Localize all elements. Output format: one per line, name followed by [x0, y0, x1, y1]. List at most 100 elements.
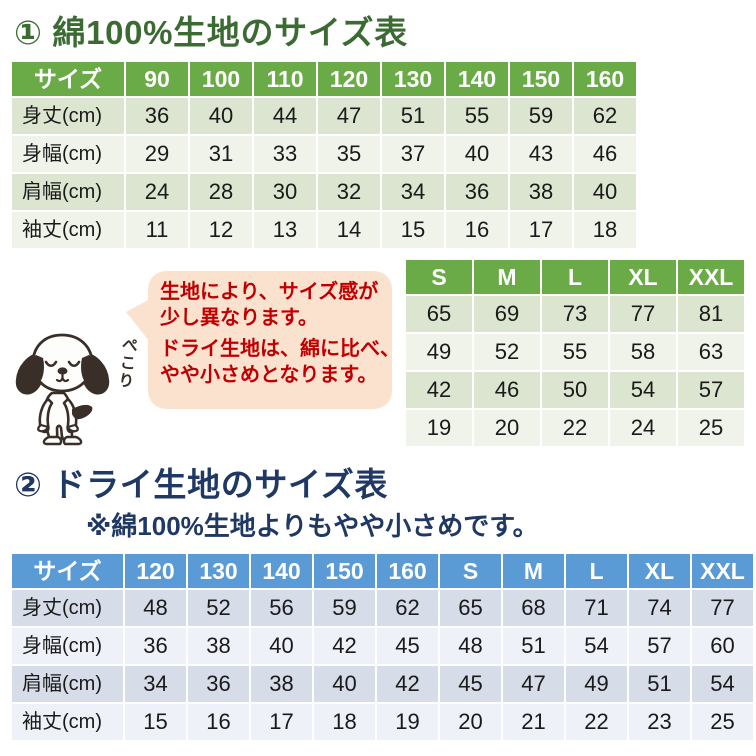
- column-header-xxl: XXL: [692, 554, 753, 588]
- table-cell: 71: [566, 590, 627, 626]
- table-cell: 37: [382, 136, 444, 172]
- table-cell: 74: [629, 590, 690, 626]
- table-cell: 36: [125, 628, 186, 664]
- column-header-100: 100: [190, 62, 252, 96]
- table-cell: 36: [446, 174, 508, 210]
- cotton-kids-size-table: サイズ 90 100 110 120 130 140 150 160 身丈(cm…: [10, 60, 638, 250]
- cotton-adult-tbody: 65 69 73 77 81 49 52 55 58 63 42 46 50 5…: [406, 296, 744, 446]
- table-cell: 46: [474, 372, 540, 408]
- table-cell: 51: [503, 628, 564, 664]
- table-cell: 21: [503, 704, 564, 740]
- table-cell: 11: [126, 212, 188, 248]
- cotton-kids-thead: サイズ 90 100 110 120 130 140 150 160: [12, 62, 636, 96]
- table-header-row: サイズ 90 100 110 120 130 140 150 160: [12, 62, 636, 96]
- table-row: 身幅(cm) 29 31 33 35 37 40 43 46: [12, 136, 636, 172]
- table-cell: 16: [188, 704, 249, 740]
- table-cell: 69: [474, 296, 540, 332]
- table-row: 65 69 73 77 81: [406, 296, 744, 332]
- table-cell: 36: [188, 666, 249, 702]
- dry-tbody: 身丈(cm) 48 52 56 59 62 65 68 71 74 77 身幅(…: [12, 590, 753, 740]
- column-header-150: 150: [510, 62, 572, 96]
- bubble-line-4: やや小さめとなります。: [160, 363, 378, 386]
- table-cell: 42: [406, 372, 472, 408]
- table-cell: 63: [678, 334, 744, 370]
- column-header-130: 130: [382, 62, 444, 96]
- section-two-subheading: ※綿100%生地よりもやや小さめです。: [86, 511, 539, 541]
- table-cell: 24: [610, 410, 676, 446]
- table-row: 身丈(cm) 36 40 44 47 51 55 59 62: [12, 98, 636, 134]
- row-label: 袖丈(cm): [12, 704, 123, 740]
- table-cell: 18: [314, 704, 375, 740]
- table-cell: 25: [692, 704, 753, 740]
- table-cell: 54: [566, 628, 627, 664]
- row-label: 袖丈(cm): [12, 212, 124, 248]
- row-label: 肩幅(cm): [12, 666, 123, 702]
- table-header-row: S M L XL XXL: [406, 260, 744, 294]
- table-cell: 19: [377, 704, 438, 740]
- column-header-size: サイズ: [12, 554, 123, 588]
- table-cell: 32: [318, 174, 380, 210]
- table-cell: 24: [126, 174, 188, 210]
- table-cell: 40: [190, 98, 252, 134]
- table-row: 肩幅(cm) 34 36 38 40 42 45 47 49 51 54: [12, 666, 753, 702]
- column-header-l: L: [542, 260, 608, 294]
- table-cell: 38: [251, 666, 312, 702]
- column-header-120: 120: [125, 554, 186, 588]
- row-label: 肩幅(cm): [12, 174, 124, 210]
- table-cell: 34: [382, 174, 444, 210]
- column-header-150: 150: [314, 554, 375, 588]
- table-cell: 62: [574, 98, 636, 134]
- column-header-xl: XL: [629, 554, 690, 588]
- table-cell: 38: [188, 628, 249, 664]
- table-cell: 40: [446, 136, 508, 172]
- cotton-adult-size-table: S M L XL XXL 65 69 73 77 81 49 52 55 58 …: [404, 258, 746, 448]
- table-cell: 35: [318, 136, 380, 172]
- table-cell: 40: [251, 628, 312, 664]
- table-cell: 52: [474, 334, 540, 370]
- column-header-s: S: [440, 554, 501, 588]
- table-cell: 31: [190, 136, 252, 172]
- table-cell: 19: [406, 410, 472, 446]
- dry-thead: サイズ 120 130 140 150 160 S M L XL XXL: [12, 554, 753, 588]
- table-cell: 33: [254, 136, 316, 172]
- table-row: 袖丈(cm) 11 12 13 14 15 16 17 18: [12, 212, 636, 248]
- table-cell: 49: [406, 334, 472, 370]
- row-label: 身丈(cm): [12, 98, 124, 134]
- speech-bubble-tail: [126, 299, 150, 342]
- table-cell: 34: [125, 666, 186, 702]
- column-header-140: 140: [446, 62, 508, 96]
- table-cell: 40: [574, 174, 636, 210]
- table-cell: 15: [125, 704, 186, 740]
- column-header-size: サイズ: [12, 62, 124, 96]
- table-cell: 12: [190, 212, 252, 248]
- table-cell: 46: [574, 136, 636, 172]
- table-cell: 25: [678, 410, 744, 446]
- table-cell: 52: [188, 590, 249, 626]
- table-cell: 77: [610, 296, 676, 332]
- table-cell: 40: [314, 666, 375, 702]
- bubble-line-3: ドライ生地は、綿に比べ、: [160, 338, 400, 361]
- table-cell: 45: [377, 628, 438, 664]
- table-cell: 54: [610, 372, 676, 408]
- table-cell: 48: [125, 590, 186, 626]
- bowing-dog-icon: [8, 325, 128, 447]
- table-cell: 22: [542, 410, 608, 446]
- table-cell: 28: [190, 174, 252, 210]
- table-cell: 17: [510, 212, 572, 248]
- table-cell: 51: [629, 666, 690, 702]
- cotton-kids-tbody: 身丈(cm) 36 40 44 47 51 55 59 62 身幅(cm) 29…: [12, 98, 636, 248]
- table-cell: 48: [440, 628, 501, 664]
- column-header-130: 130: [188, 554, 249, 588]
- table-row: 42 46 50 54 57: [406, 372, 744, 408]
- table-cell: 18: [574, 212, 636, 248]
- table-cell: 14: [318, 212, 380, 248]
- table-cell: 59: [510, 98, 572, 134]
- table-cell: 36: [126, 98, 188, 134]
- table-cell: 17: [251, 704, 312, 740]
- table-cell: 47: [503, 666, 564, 702]
- table-row: 肩幅(cm) 24 28 30 32 34 36 38 40: [12, 174, 636, 210]
- table-cell: 65: [406, 296, 472, 332]
- table-cell: 50: [542, 372, 608, 408]
- table-cell: 49: [566, 666, 627, 702]
- table-cell: 55: [446, 98, 508, 134]
